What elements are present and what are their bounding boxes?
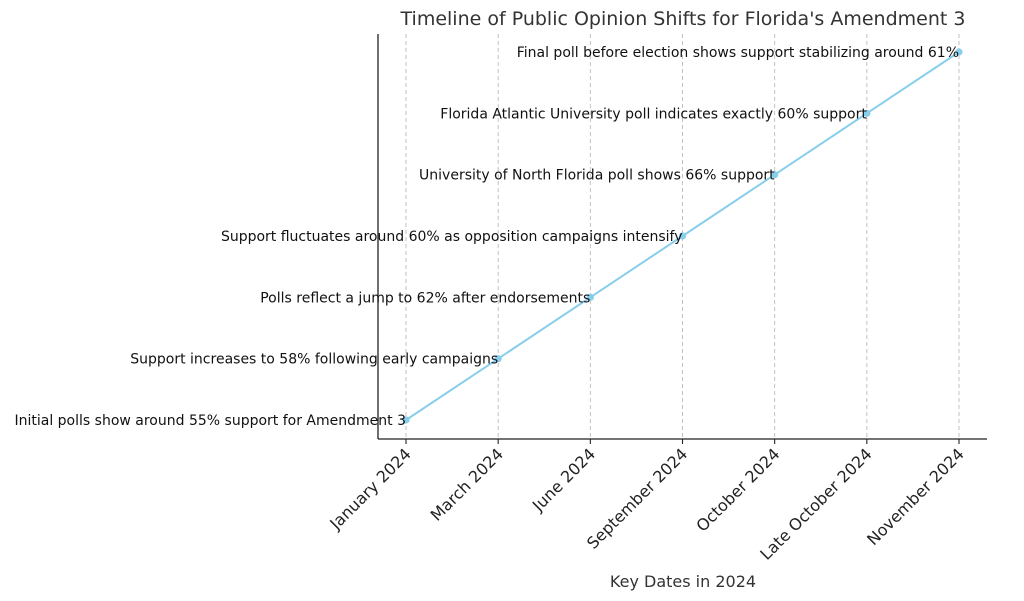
data-point bbox=[678, 232, 687, 240]
x-tick-label: September 2024 bbox=[583, 444, 691, 552]
annotations: Initial polls show around 55% support fo… bbox=[14, 45, 959, 429]
data-points bbox=[402, 48, 963, 424]
data-point bbox=[955, 48, 963, 56]
x-tick-label: January 2024 bbox=[325, 444, 414, 533]
annotation-label: University of North Florida poll shows 6… bbox=[419, 168, 775, 184]
annotation-label: Initial polls show around 55% support fo… bbox=[14, 413, 406, 429]
data-point bbox=[402, 416, 410, 424]
x-axis-label: Key Dates in 2024 bbox=[610, 572, 756, 591]
data-point bbox=[863, 109, 871, 117]
x-tick-label: March 2024 bbox=[427, 444, 507, 524]
annotation-label: Support fluctuates around 60% as opposit… bbox=[221, 229, 683, 245]
x-tick-label: November 2024 bbox=[863, 444, 968, 549]
annotation-label: Support increases to 58% following early… bbox=[130, 352, 498, 368]
annotation-label: Final poll before election shows support… bbox=[517, 45, 959, 61]
chart-title: Timeline of Public Opinion Shifts for Fl… bbox=[400, 8, 966, 30]
annotation-label: Polls reflect a jump to 62% after endors… bbox=[260, 290, 590, 306]
data-point bbox=[494, 355, 502, 363]
x-tick-label: June 2024 bbox=[528, 444, 599, 515]
x-ticks: January 2024 March 2024 June 2024September… bbox=[325, 439, 968, 564]
data-point bbox=[586, 293, 594, 301]
x-tick-label: October 2024 bbox=[692, 444, 783, 535]
data-point bbox=[771, 171, 779, 179]
grid-lines bbox=[405, 34, 960, 439]
annotation-label: Florida Atlantic University poll indicat… bbox=[440, 106, 867, 122]
